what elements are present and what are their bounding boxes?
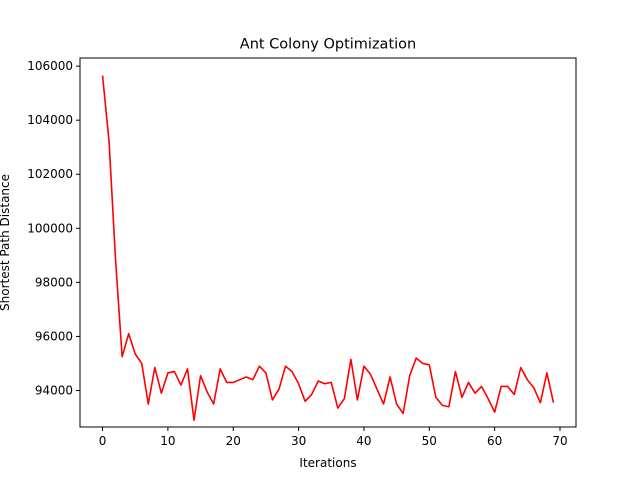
x-tick-label: 70 xyxy=(552,434,567,448)
y-tick-label: 100000 xyxy=(27,221,73,235)
x-tick-label: 50 xyxy=(422,434,437,448)
chart-title: Ant Colony Optimization xyxy=(240,37,416,53)
y-axis-label: Shortest Path Distance xyxy=(0,174,12,311)
x-axis-label: Iterations xyxy=(299,456,356,470)
x-tick-label: 30 xyxy=(291,434,306,448)
axes-frame xyxy=(79,57,577,428)
x-tick-label: 60 xyxy=(487,434,502,448)
y-tick-label: 98000 xyxy=(35,275,73,289)
y-tick-label: 106000 xyxy=(27,59,73,73)
x-tick-label: 10 xyxy=(160,434,175,448)
x-axis: 0 10 20 30 40 50 60 70 xyxy=(99,427,568,448)
y-tick-label: 104000 xyxy=(27,113,73,127)
y-tick-label: 94000 xyxy=(35,384,73,398)
y-tick-label: 96000 xyxy=(35,329,73,343)
y-axis: 94000 96000 98000 100000 102000 104000 106000 xyxy=(27,59,80,398)
plot-area xyxy=(101,75,555,422)
y-tick-label: 102000 xyxy=(27,167,73,181)
x-tick-label: 20 xyxy=(226,434,241,448)
series-line-0 xyxy=(101,75,555,422)
x-tick-label: 40 xyxy=(356,434,371,448)
x-tick-label: 0 xyxy=(99,434,107,448)
